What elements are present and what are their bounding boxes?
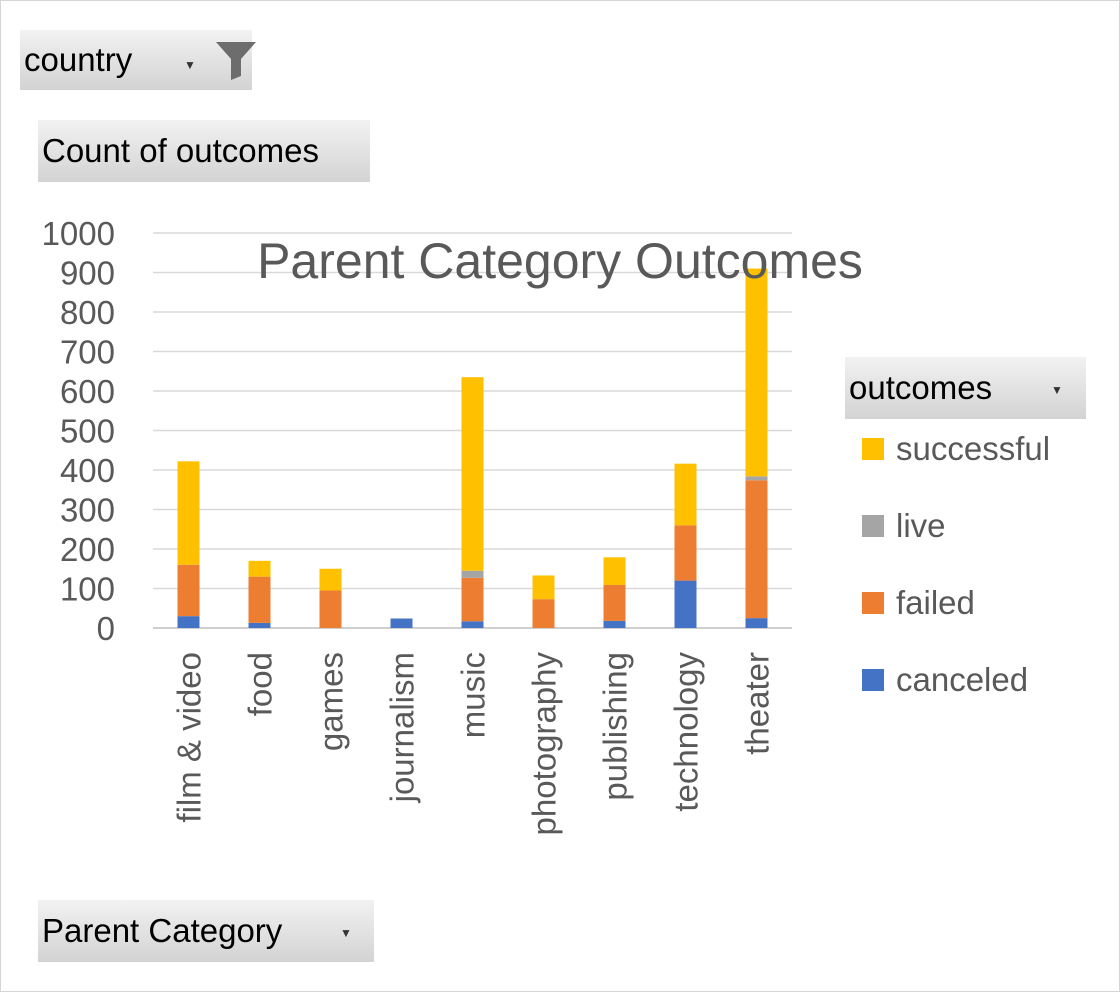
x-axis-tick-labels: film & video food games journalism music phot…	[171, 652, 776, 836]
legend-label: successful	[896, 430, 1051, 467]
y-tick-label: 400	[60, 452, 115, 489]
legend-field-label: outcomes	[849, 369, 993, 406]
bar-successful	[603, 557, 626, 585]
legend-swatch	[862, 592, 884, 614]
x-tick-label: photography	[526, 652, 563, 836]
x-tick-label: film & video	[171, 652, 208, 823]
bar-failed	[674, 525, 697, 581]
legend-item-successful: successful	[862, 430, 1050, 468]
bar-live	[461, 570, 484, 578]
values-field-button[interactable]: Count of outcomes	[38, 120, 370, 182]
y-tick-label: 700	[60, 334, 115, 371]
dropdown-arrow-icon: ▼	[184, 58, 196, 72]
country-filter-button[interactable]: country ▼	[20, 30, 256, 90]
legend-field-button[interactable]: outcomes ▼	[845, 357, 1086, 419]
bar-successful	[461, 377, 484, 571]
x-tick-label: technology	[668, 652, 705, 812]
bar-canceled	[674, 580, 697, 628]
x-tick-label: journalism	[384, 652, 421, 803]
bar-canceled	[603, 620, 626, 628]
chart-title: Parent Category Outcomes	[257, 233, 863, 289]
bar-canceled	[390, 618, 413, 628]
bar-failed	[532, 599, 555, 628]
legend-item-canceled: canceled	[862, 661, 1028, 699]
legend-item-live: live	[862, 507, 946, 545]
axis-field-label: Parent Category	[42, 912, 283, 949]
bar-successful	[532, 575, 555, 600]
bar-successful	[319, 568, 342, 591]
legend-swatch	[862, 669, 884, 691]
values-field-label: Count of outcomes	[42, 132, 319, 169]
bar-failed	[745, 480, 768, 619]
dropdown-arrow-icon: ▼	[1051, 383, 1063, 397]
bar-successful	[177, 461, 200, 565]
bar-canceled	[248, 622, 271, 628]
x-tick-label: games	[313, 652, 350, 751]
bar-successful	[745, 268, 768, 477]
legend-label: failed	[896, 584, 975, 621]
y-tick-label: 1000	[42, 215, 115, 252]
bar-successful	[674, 463, 697, 526]
y-tick-label: 500	[60, 413, 115, 450]
bar-failed	[461, 577, 484, 622]
bar-canceled	[745, 618, 768, 628]
legend-label: live	[896, 507, 946, 544]
x-tick-label: publishing	[597, 652, 634, 801]
dropdown-arrow-icon: ▼	[340, 926, 352, 940]
bar-live	[745, 476, 768, 481]
bar-successful	[248, 560, 271, 577]
bar-failed	[319, 590, 342, 628]
legend-swatch	[862, 438, 884, 460]
bar-failed	[603, 584, 626, 621]
x-tick-label: food	[242, 652, 279, 716]
legend-label: canceled	[896, 661, 1029, 698]
y-tick-label: 200	[60, 531, 115, 568]
bars	[177, 268, 768, 628]
bar-failed	[248, 576, 271, 623]
y-tick-label: 900	[60, 255, 115, 292]
bar-canceled	[177, 616, 200, 628]
bar-failed	[177, 564, 200, 617]
country-filter-label: country	[24, 41, 133, 78]
legend-item-failed: failed	[862, 584, 975, 622]
axis-field-button[interactable]: Parent Category ▼	[38, 900, 374, 962]
filter-funnel-icon	[216, 42, 256, 80]
y-tick-label: 300	[60, 492, 115, 529]
y-tick-label: 0	[97, 610, 115, 647]
x-tick-label: music	[455, 652, 492, 738]
y-tick-label: 100	[60, 571, 115, 608]
legend-swatch	[862, 515, 884, 537]
y-tick-label: 600	[60, 373, 115, 410]
y-tick-label: 800	[60, 294, 115, 331]
bar-canceled	[461, 621, 484, 628]
x-tick-label: theater	[739, 652, 776, 755]
